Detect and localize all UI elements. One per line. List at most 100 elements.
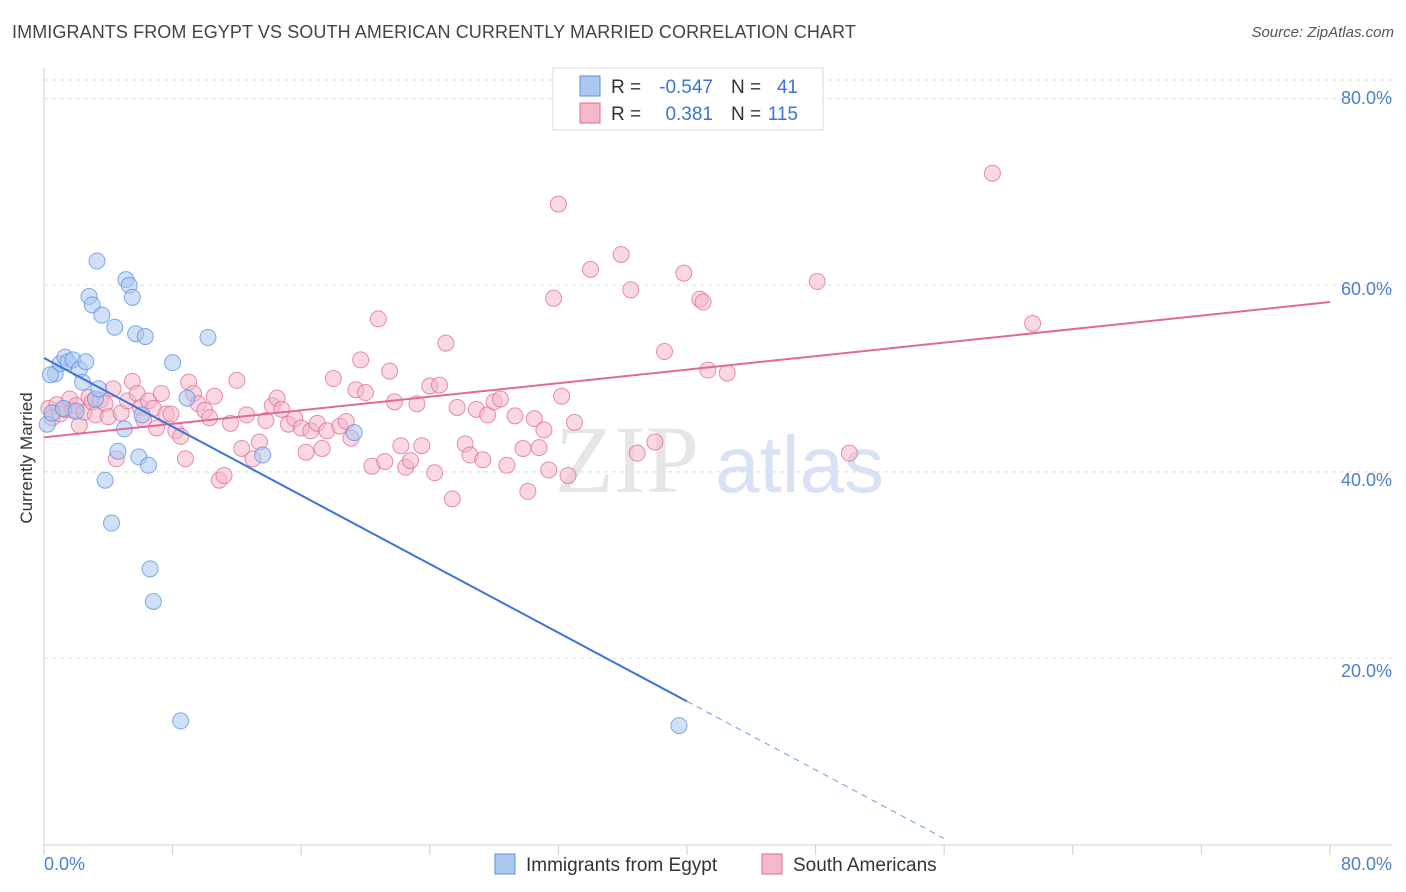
egypt-point-36: [199, 328, 217, 346]
watermark-atlas: atlas: [715, 420, 884, 509]
south-americans-points: [40, 164, 1042, 508]
y-axis-label: Currently Married: [17, 392, 36, 523]
egypt-point-37: [254, 446, 272, 464]
south-americans-point-71: [392, 437, 410, 455]
south-americans-point-73: [402, 452, 420, 470]
south-americans-point-41: [221, 414, 239, 432]
bottom-legend-swatch-south-americans: [761, 853, 783, 875]
x-tick-label-0: 0.0%: [44, 854, 85, 874]
legend-n-label-1: N =: [731, 77, 761, 98]
egypt-point-34: [172, 712, 190, 730]
south-americans-point-80: [443, 490, 461, 508]
y-tick-labels: 80.0% 60.0% 40.0% 20.0%: [1341, 88, 1392, 681]
south-americans-point-89: [498, 456, 516, 474]
south-americans-point-95: [535, 421, 553, 439]
south-americans-point-43: [233, 440, 251, 458]
legend-r-value-1: -0.547: [659, 77, 713, 98]
south-americans-point-104: [628, 444, 646, 462]
south-americans-point-88: [492, 390, 510, 408]
south-americans-point-113: [840, 444, 858, 462]
south-americans-point-40: [215, 467, 233, 485]
south-americans-point-77: [426, 464, 444, 482]
egypt-point-11: [77, 353, 95, 371]
south-americans-point-37: [201, 409, 219, 427]
south-americans-point-29: [162, 405, 180, 423]
south-americans-point-107: [675, 264, 693, 282]
south-americans-point-69: [381, 362, 399, 380]
y-tick-label-20: 20.0%: [1341, 661, 1392, 681]
south-americans-point-38: [205, 387, 223, 405]
south-americans-point-110: [699, 361, 717, 379]
source-label: Source: ZipAtlas.com: [1251, 24, 1394, 41]
south-americans-point-97: [549, 195, 567, 213]
south-americans-point-102: [612, 245, 630, 263]
south-americans-point-96: [540, 461, 558, 479]
south-americans-point-112: [808, 273, 826, 291]
south-americans-point-59: [324, 370, 342, 388]
south-americans-point-81: [448, 398, 466, 416]
south-americans-point-92: [519, 482, 537, 500]
south-americans-point-54: [297, 443, 315, 461]
egypt-points: [38, 252, 688, 735]
south-americans-point-103: [622, 281, 640, 299]
x-tick-label-80: 80.0%: [1341, 854, 1392, 874]
legend-n-label-2: N =: [731, 104, 761, 125]
south-americans-point-64: [352, 351, 370, 369]
egypt-point-8: [67, 402, 85, 420]
south-americans-point-57: [313, 440, 331, 458]
south-americans-point-90: [506, 407, 524, 425]
south-americans-point-111: [718, 364, 736, 382]
south-americans-point-75: [413, 437, 431, 455]
south-americans-point-47: [257, 412, 275, 430]
egypt-trend-line-extension: [686, 700, 945, 839]
south-americans-point-98: [559, 467, 577, 485]
egypt-trend-line: [43, 357, 688, 703]
legend-r-label-1: R =: [611, 77, 641, 98]
egypt-point-21: [109, 442, 127, 460]
south-americans-point-116: [545, 289, 563, 307]
egypt-point-18: [96, 471, 114, 489]
south-americans-point-78: [430, 376, 448, 394]
south-americans-point-106: [655, 342, 673, 360]
y-tick-label-80: 80.0%: [1341, 88, 1392, 108]
legend-n-value-1: 41: [777, 77, 798, 98]
south-americans-point-74: [408, 395, 426, 413]
south-americans-trend-line: [43, 301, 1331, 439]
egypt-point-38: [345, 424, 363, 442]
south-americans-point-99: [565, 413, 583, 431]
egypt-point-35: [178, 389, 196, 407]
stats-legend: R = -0.547 N = 41 R = 0.381 N = 115: [552, 67, 824, 131]
south-americans-point-91: [514, 440, 532, 458]
egypt-point-17: [93, 306, 111, 324]
bottom-legend-swatch-egypt: [494, 853, 516, 875]
south-americans-point-26: [148, 419, 166, 437]
egypt-point-25: [123, 288, 141, 306]
south-americans-point-105: [646, 433, 664, 451]
legend-r-label-2: R =: [611, 104, 641, 125]
series-legend: Immigrants from Egypt South Americans: [494, 853, 937, 876]
legend-swatch-blue: [579, 75, 601, 97]
south-americans-point-100: [553, 387, 571, 405]
chart-title: IMMIGRANTS FROM EGYPT VS SOUTH AMERICAN …: [12, 22, 856, 42]
trend-lines: [43, 301, 1331, 839]
egypt-point-15: [88, 252, 106, 270]
gridlines: [44, 79, 1392, 659]
south-americans-point-79: [437, 334, 455, 352]
bottom-legend-south-americans: South Americans: [793, 855, 937, 876]
south-americans-point-67: [369, 310, 387, 328]
south-americans-point-42: [228, 371, 246, 389]
egypt-point-30: [139, 456, 157, 474]
egypt-point-31: [141, 560, 159, 578]
south-americans-point-65: [357, 384, 374, 402]
south-americans-point-109: [694, 293, 712, 311]
egypt-point-29: [136, 328, 154, 346]
egypt-point-39: [670, 717, 688, 735]
south-americans-point-93: [525, 410, 543, 428]
bottom-legend-egypt: Immigrants from Egypt: [526, 855, 718, 876]
south-americans-point-115: [1024, 314, 1042, 332]
south-americans-point-94: [530, 439, 548, 457]
legend-n-value-2: 115: [768, 104, 798, 125]
legend-swatch-pink: [579, 102, 601, 124]
south-americans-point-85: [474, 451, 492, 469]
